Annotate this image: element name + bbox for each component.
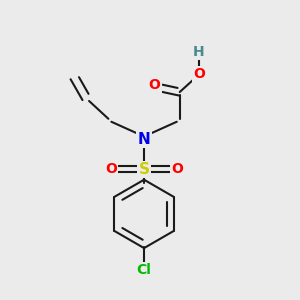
Text: N: N bbox=[138, 132, 150, 147]
Text: S: S bbox=[139, 162, 150, 177]
Text: H: H bbox=[193, 45, 205, 59]
Text: O: O bbox=[148, 78, 160, 92]
Text: Cl: Cl bbox=[136, 263, 152, 278]
Text: O: O bbox=[171, 162, 183, 176]
Text: O: O bbox=[193, 67, 205, 81]
Text: O: O bbox=[105, 162, 117, 176]
